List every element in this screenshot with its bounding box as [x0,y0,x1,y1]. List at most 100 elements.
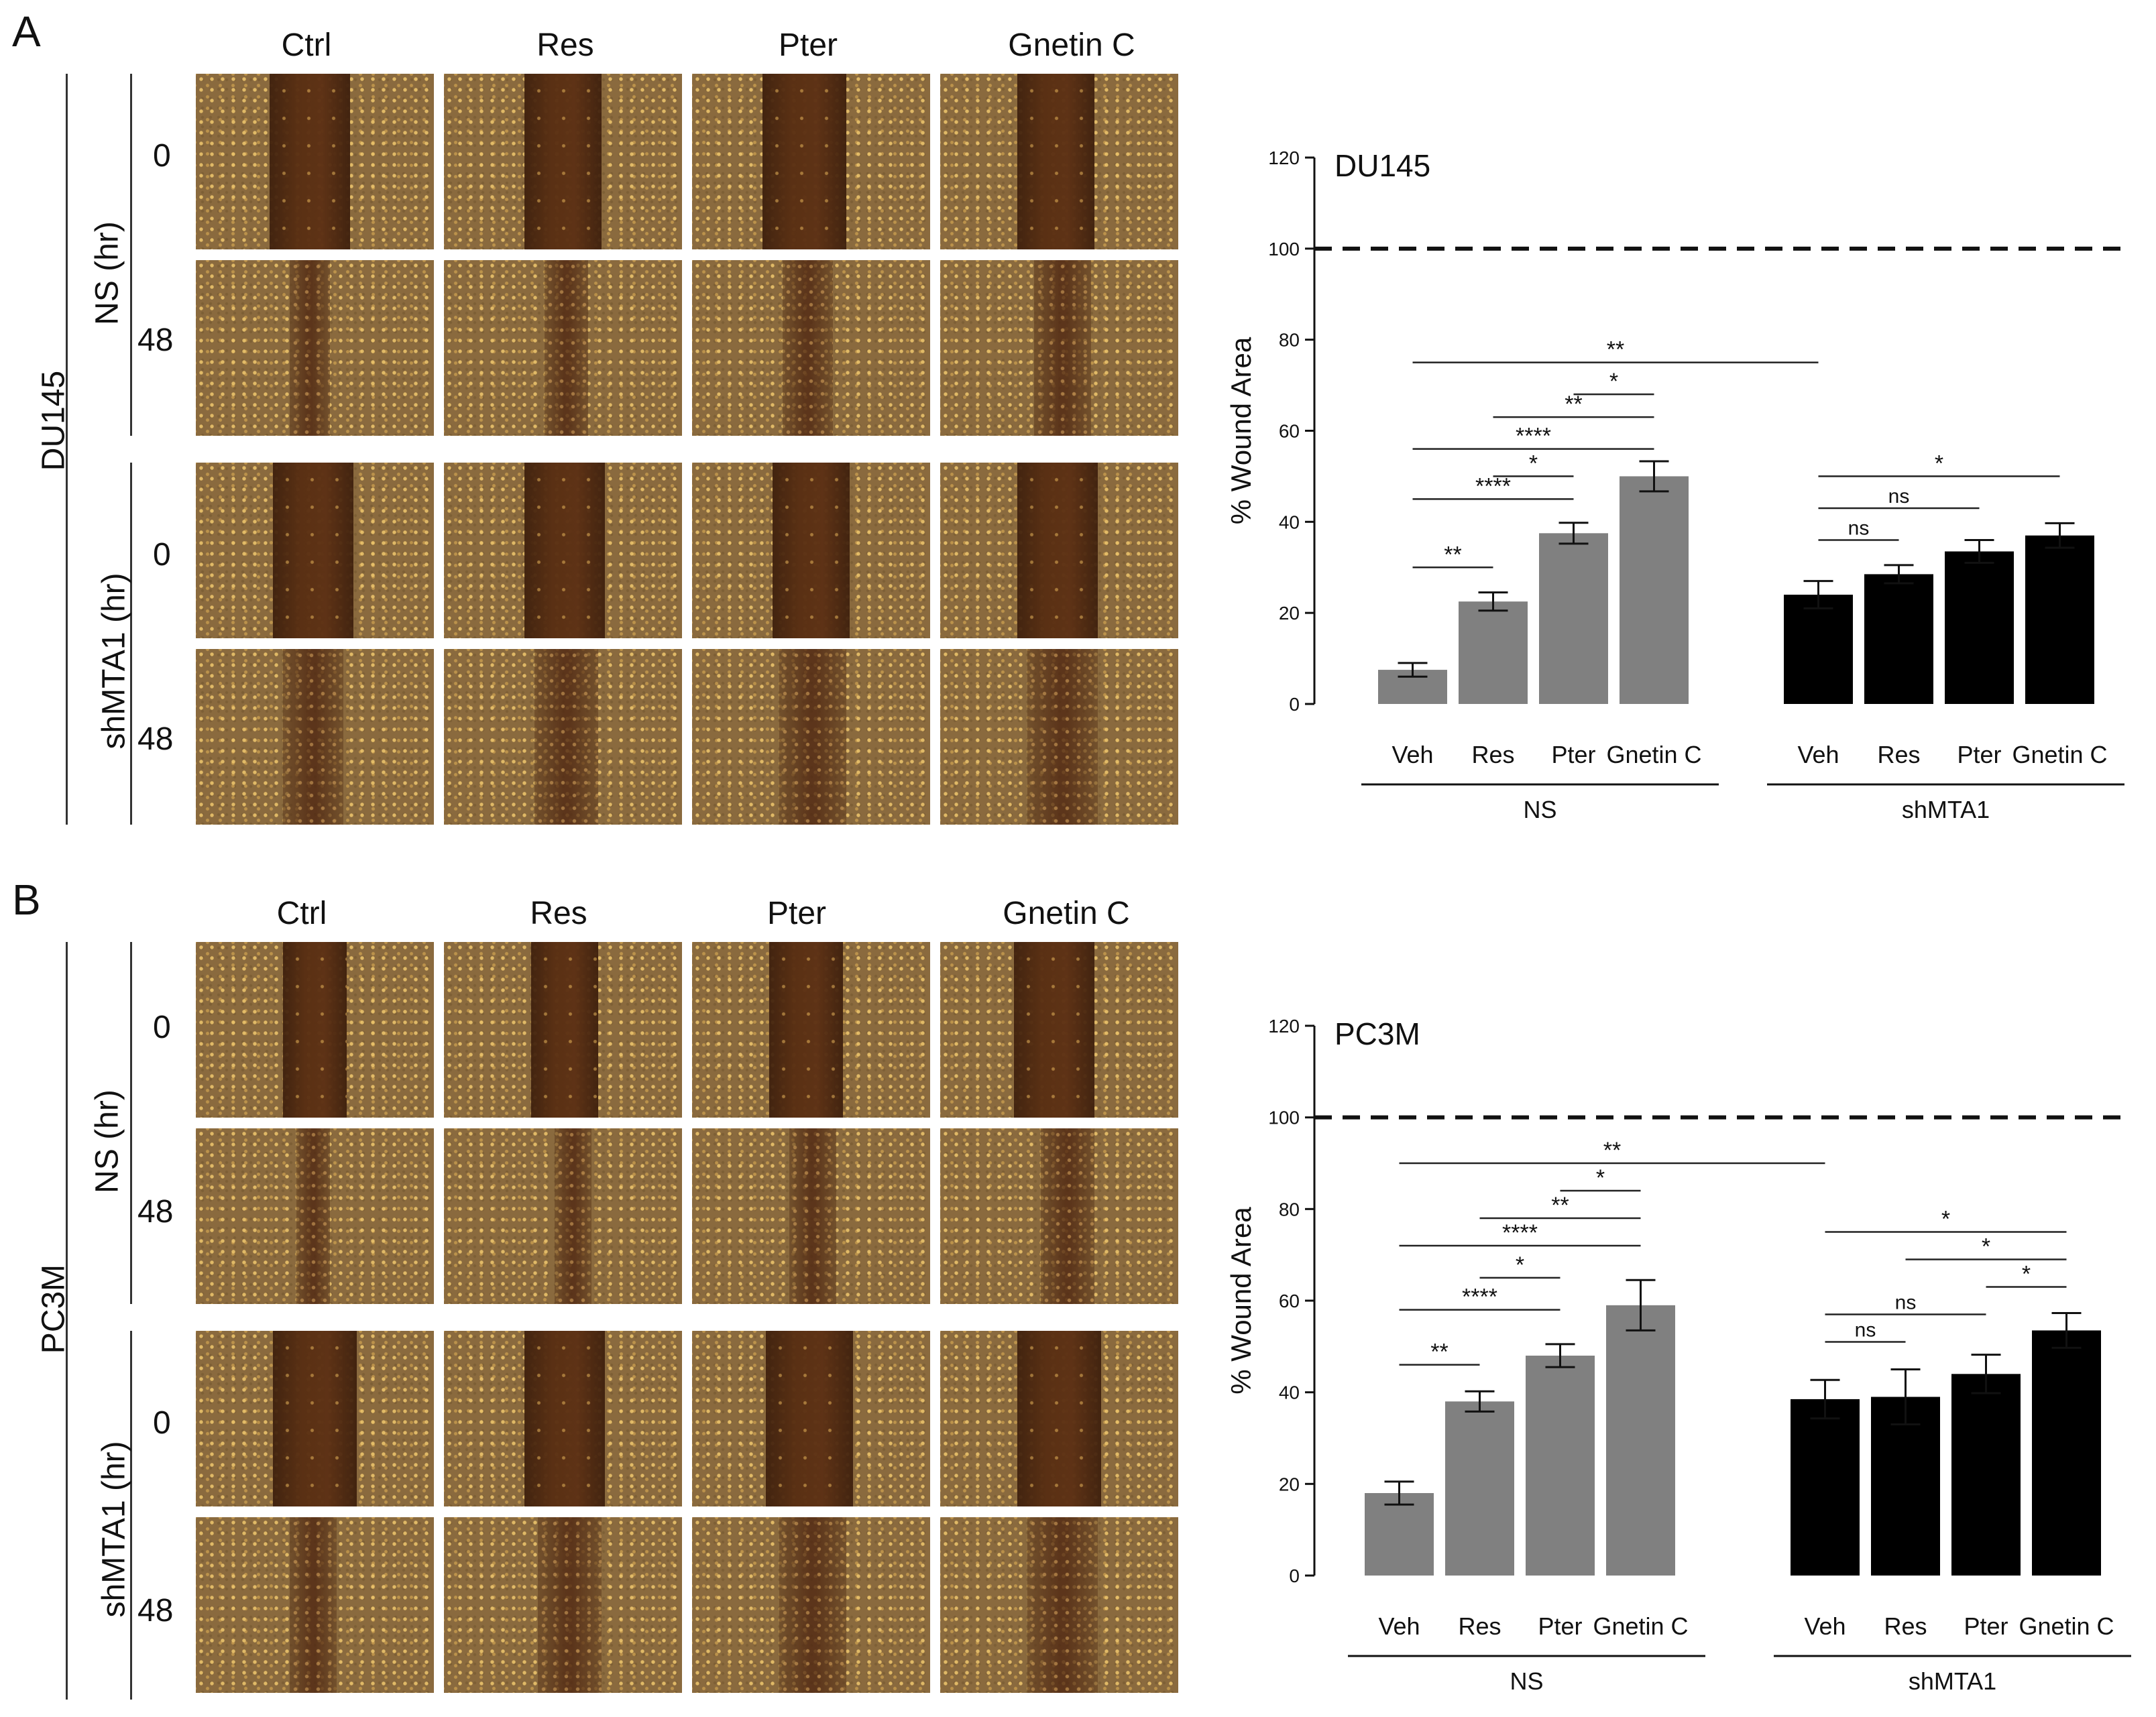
micrograph [692,74,930,249]
wound-area-chart-pc3m: 0 20 40 60 80 100 120 % Wound Area PC3M Veh Res Pte… [1225,1016,2131,1695]
bar [1445,1401,1514,1576]
column-label-res: Res [530,896,587,931]
micrograph [692,463,930,638]
y-tick-label: 60 [1279,421,1300,442]
significance-label: * [1982,1234,1990,1260]
cell-line-bracket [66,74,68,825]
time-label: 0 [153,537,171,573]
time-label: 0 [153,138,171,174]
column-label-pter: Pter [767,896,827,931]
time-label: 48 [137,721,174,757]
column-label-ctrl: Ctrl [276,896,327,931]
bar [2032,1330,2101,1576]
significance-label: ns [1888,485,1910,508]
group-label: NS [1523,796,1556,823]
time-label: 48 [137,1593,174,1629]
x-tick-label: Res [1471,741,1514,768]
significance-label: **** [1475,473,1511,499]
micrograph [444,1128,682,1304]
micrograph [444,463,682,638]
group-label-shmta1: shMTA1 (hr) [96,573,132,750]
y-tick-label: 20 [1279,603,1300,624]
significance-label: **** [1516,424,1551,449]
micrograph [940,74,1178,249]
micrograph [940,1331,1178,1506]
x-tick-label: Veh [1804,1612,1846,1640]
significance-label: ** [1430,1340,1448,1365]
y-tick-label: 40 [1279,1382,1300,1403]
panel-letter-b: B [12,876,41,924]
y-axis-title: % Wound Area [1225,337,1257,524]
time-label: 48 [137,1194,174,1230]
bar [1784,595,1853,704]
column-label-gnetin-c: Gnetin C [1008,27,1135,63]
x-tick-label: Res [1877,741,1920,768]
micrograph [196,74,434,249]
y-tick-label: 80 [1279,330,1300,351]
x-tick-label: Res [1458,1612,1501,1640]
group-bracket-ns [130,74,132,436]
chart-title: PC3M [1335,1016,1420,1051]
micrograph [196,463,434,638]
significance-label: * [1609,369,1618,394]
y-tick-label: 120 [1268,1016,1300,1037]
bar [1606,1305,1675,1576]
bar [1945,551,2014,704]
group-label: NS [1510,1667,1543,1695]
group-label-ns: NS (hr) [89,221,125,325]
x-tick-label: Gnetin C [1593,1612,1688,1640]
significance-label: * [1516,1252,1524,1278]
x-tick-label: Gnetin C [2019,1612,2114,1640]
significance-label: **** [1462,1285,1497,1310]
significance-label: ** [1551,1193,1569,1218]
chart-title: DU145 [1335,148,1430,183]
group-bracket-ns [130,942,132,1304]
group-label-shmta1: shMTA1 (hr) [96,1441,132,1618]
bar [2025,535,2094,704]
group-bracket-shmta1 [130,1331,132,1700]
x-tick-label: Pter [1538,1612,1582,1640]
x-tick-label: Res [1884,1612,1927,1640]
column-label-res: Res [536,27,594,63]
micrograph [692,260,930,436]
bar [1526,1356,1595,1576]
significance-label: ** [1565,392,1582,417]
cell-line-bracket [66,942,68,1700]
micrograph [940,1517,1178,1693]
y-tick-label: 100 [1268,239,1300,259]
significance-label: ** [1607,337,1624,363]
bar [1951,1374,2021,1576]
micrograph [444,260,682,436]
y-tick-label: 60 [1279,1291,1300,1311]
cell-line-label: DU145 [36,370,72,471]
micrograph [692,1517,930,1693]
significance-label: * [1941,1207,1950,1232]
micrograph [444,74,682,249]
micrograph [444,649,682,825]
significance-label: ns [1895,1292,1917,1314]
micrograph [692,649,930,825]
micrograph [196,649,434,825]
significance-label: ** [1603,1138,1621,1163]
micrograph [196,1128,434,1304]
micrograph [940,1128,1178,1304]
bar [1459,601,1528,704]
significance-label: ns [1848,518,1870,540]
group-bracket-shmta1 [130,463,132,825]
micrograph [444,942,682,1118]
time-label: 0 [153,1405,171,1441]
bar [1365,1493,1434,1576]
column-label-pter: Pter [778,27,838,63]
time-label: 0 [153,1010,171,1045]
micrograph [196,1517,434,1693]
x-tick-label: Veh [1392,741,1433,768]
group-label: shMTA1 [1909,1667,1996,1695]
time-label: 48 [137,322,174,358]
y-tick-label: 0 [1289,1565,1300,1586]
micrograph [692,1331,930,1506]
x-tick-label: Veh [1797,741,1839,768]
significance-label: * [1935,451,1943,476]
y-axis-title: % Wound Area [1225,1207,1257,1395]
y-tick-label: 80 [1279,1199,1300,1220]
micrograph [940,463,1178,638]
